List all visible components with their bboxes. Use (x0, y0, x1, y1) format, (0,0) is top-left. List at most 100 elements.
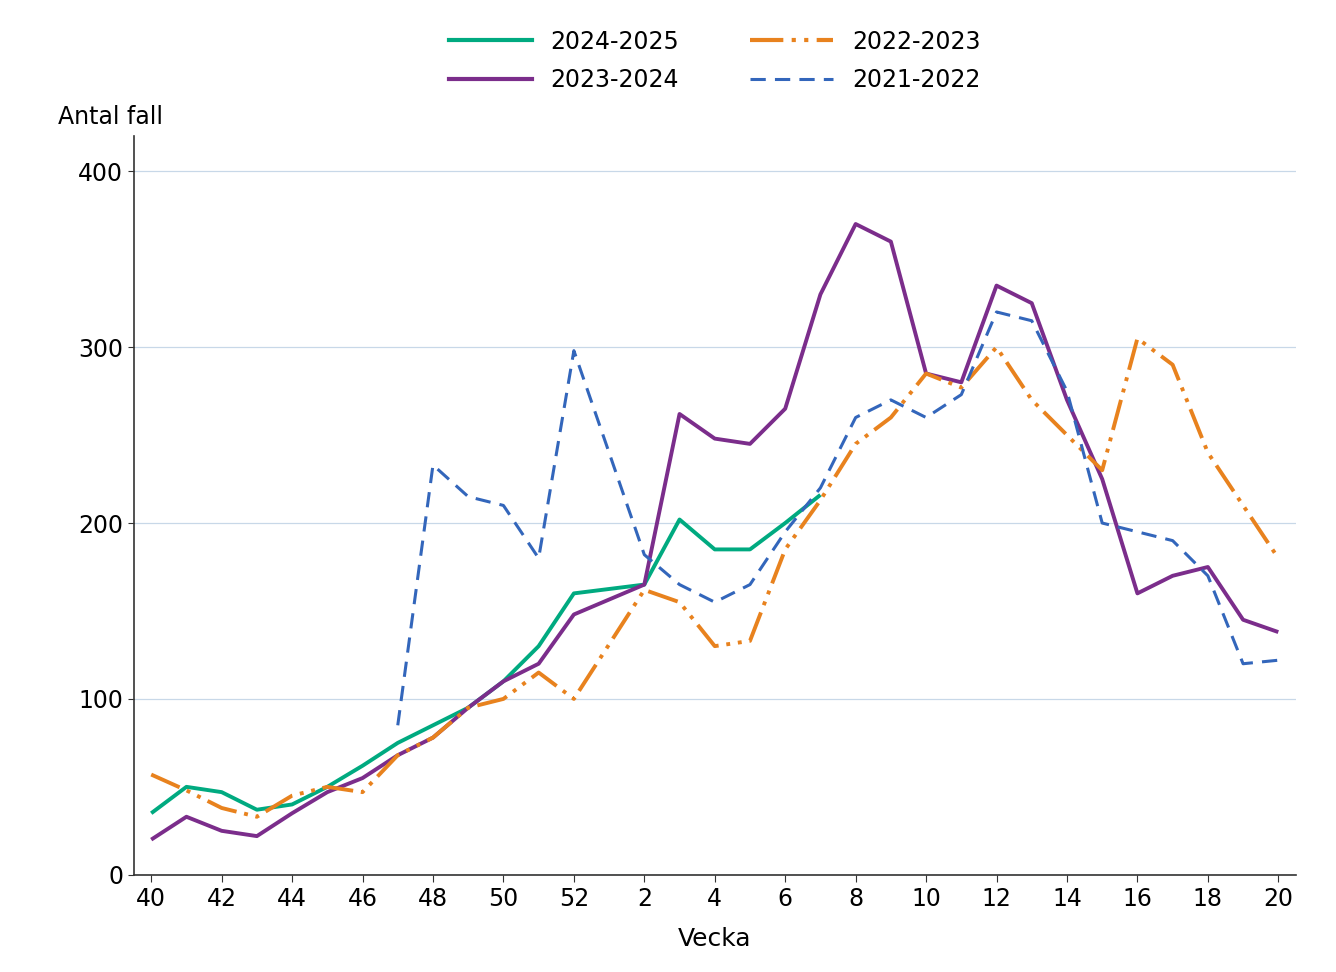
2022-2023 (460, 702, 476, 713)
2024-2025 (425, 719, 441, 731)
2022-2023 (319, 781, 335, 793)
2021-2022 (636, 549, 652, 561)
2024-2025 (496, 676, 512, 687)
2022-2023 (248, 811, 265, 822)
2023-2024 (1129, 587, 1145, 599)
2023-2024 (954, 376, 970, 388)
2023-2024 (1234, 614, 1250, 626)
2023-2024 (214, 825, 230, 837)
2022-2023 (214, 802, 230, 814)
2023-2024 (248, 830, 265, 842)
2021-2022 (741, 578, 758, 590)
2022-2023 (1129, 332, 1145, 344)
2021-2022 (1129, 526, 1145, 538)
2023-2024 (812, 289, 828, 300)
2022-2023 (496, 693, 512, 705)
2023-2024 (354, 772, 370, 783)
2022-2023 (1234, 500, 1250, 511)
2022-2023 (812, 495, 828, 506)
2023-2024 (496, 676, 512, 687)
2021-2022 (1271, 654, 1287, 666)
2023-2024 (460, 702, 476, 713)
2024-2025 (460, 702, 476, 713)
2021-2022 (390, 719, 406, 731)
2023-2024 (1059, 394, 1075, 405)
2022-2023 (530, 667, 546, 678)
2021-2022 (425, 459, 441, 470)
2023-2024 (707, 433, 723, 444)
2022-2023 (989, 341, 1005, 353)
2022-2023 (1023, 394, 1039, 405)
2022-2023 (1165, 359, 1181, 370)
2023-2024 (1165, 570, 1181, 581)
2021-2022 (496, 500, 512, 511)
2022-2023 (143, 769, 159, 781)
2024-2025 (741, 543, 758, 555)
2023-2024 (530, 658, 546, 670)
2024-2025 (636, 578, 652, 590)
2023-2024 (918, 367, 934, 379)
2024-2025 (390, 737, 406, 748)
2023-2024 (1094, 473, 1110, 485)
2021-2022 (812, 482, 828, 494)
2023-2024 (989, 280, 1005, 292)
2023-2024 (847, 218, 863, 229)
2021-2022 (989, 306, 1005, 318)
2024-2025 (214, 786, 230, 798)
Line: 2022-2023: 2022-2023 (151, 338, 1279, 816)
2024-2025 (672, 513, 688, 525)
2024-2025 (812, 489, 828, 501)
2021-2022 (778, 526, 794, 538)
2022-2023 (179, 784, 195, 796)
2023-2024 (1200, 561, 1216, 573)
2022-2023 (778, 543, 794, 555)
2023-2024 (778, 402, 794, 414)
2024-2025 (179, 781, 195, 793)
2022-2023 (390, 749, 406, 761)
2022-2023 (354, 786, 370, 798)
2023-2024 (636, 578, 652, 590)
2022-2023 (1200, 447, 1216, 459)
2024-2025 (143, 808, 159, 819)
2021-2022 (460, 491, 476, 503)
2023-2024 (143, 834, 159, 846)
2021-2022 (1023, 315, 1039, 327)
Line: 2024-2025: 2024-2025 (151, 495, 820, 814)
2021-2022 (883, 394, 899, 405)
2022-2023 (1271, 552, 1287, 564)
2021-2022 (847, 412, 863, 424)
2023-2024 (179, 811, 195, 822)
2022-2023 (636, 584, 652, 596)
2023-2024 (1023, 297, 1039, 309)
2022-2023 (672, 597, 688, 608)
2021-2022 (1200, 570, 1216, 581)
2021-2022 (530, 552, 546, 564)
2022-2023 (566, 693, 582, 705)
2023-2024 (285, 808, 301, 819)
2022-2023 (425, 732, 441, 744)
2023-2024 (425, 732, 441, 744)
2022-2023 (847, 438, 863, 450)
Line: 2021-2022: 2021-2022 (398, 312, 1279, 725)
2022-2023 (1094, 465, 1110, 476)
2021-2022 (1234, 658, 1250, 670)
2022-2023 (954, 382, 970, 394)
2021-2022 (1165, 535, 1181, 546)
2024-2025 (566, 587, 582, 599)
2024-2025 (319, 781, 335, 793)
2024-2025 (707, 543, 723, 555)
2024-2025 (248, 804, 265, 816)
2021-2022 (1094, 517, 1110, 529)
2024-2025 (778, 517, 794, 529)
2021-2022 (918, 412, 934, 424)
2023-2024 (1271, 626, 1287, 638)
2022-2023 (883, 412, 899, 424)
2021-2022 (707, 597, 723, 608)
Text: Antal fall: Antal fall (57, 105, 163, 128)
2023-2024 (672, 408, 688, 420)
Line: 2023-2024: 2023-2024 (151, 224, 1279, 840)
2024-2025 (354, 760, 370, 772)
2022-2023 (285, 790, 301, 802)
X-axis label: Vecka: Vecka (677, 927, 752, 952)
2024-2025 (285, 799, 301, 811)
